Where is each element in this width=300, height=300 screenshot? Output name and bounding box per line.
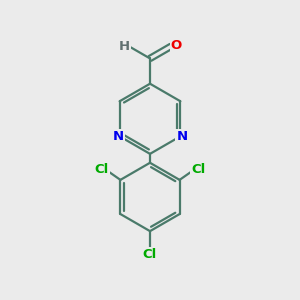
Text: H: H xyxy=(119,40,130,53)
Text: Cl: Cl xyxy=(191,163,205,176)
Text: Cl: Cl xyxy=(95,163,109,176)
Text: N: N xyxy=(176,130,188,143)
Text: N: N xyxy=(112,130,124,143)
Text: O: O xyxy=(171,39,182,52)
Text: Cl: Cl xyxy=(143,248,157,260)
